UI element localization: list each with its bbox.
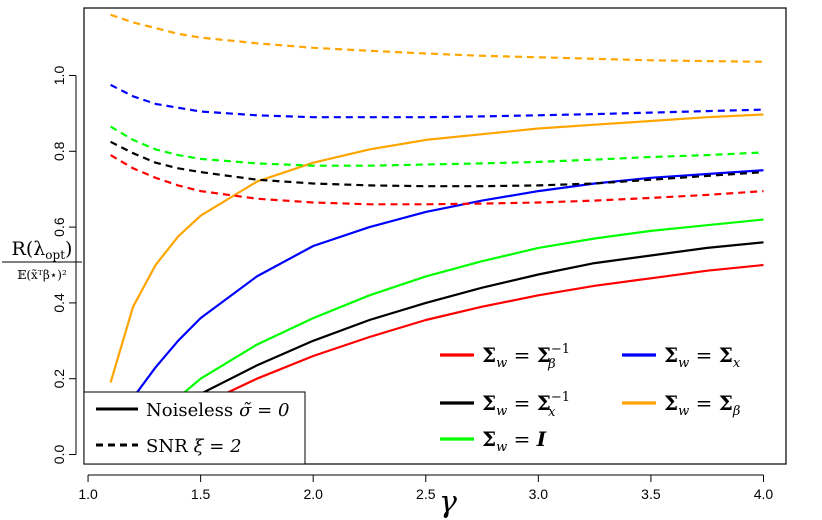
axis-layer: 1.0 1.5 2.0 2.5 3.0 3.5 4.0 0.0 0.2 0.4 0.6 0.8 1.0 (51, 66, 773, 502)
series-line-7 (110, 125, 764, 167)
y-axis-label: R(λopt) 𝔼(x̃ᵀβ⋆)² (2, 238, 82, 282)
series-line-9 (110, 13, 764, 63)
legend-style-snr-math: ξ = 2 (194, 436, 242, 457)
legend-color-label-2: Σw = Σ−1 x (482, 390, 570, 420)
legend-style-snr: SNR ξ = 2 (146, 436, 242, 457)
legend-style-box (83, 391, 306, 465)
x-tick-label-1: 1.5 (191, 486, 211, 502)
series-line-5 (110, 154, 764, 206)
x-axis-label: γ (439, 485, 457, 520)
legend-style: Noiseless σ̃ = 0 SNR ξ = 2 (83, 391, 306, 465)
x-tick-label-4: 3.0 (529, 486, 549, 502)
y-tick-label-5: 1.0 (51, 66, 67, 86)
y-tick-label-4: 0.8 (51, 141, 67, 161)
y-label-numerator: R(λopt) (12, 238, 73, 262)
x-tick-label-3: 2.5 (416, 486, 436, 502)
legend-style-snr-label: SNR (146, 436, 188, 457)
series-line-4 (109, 113, 764, 383)
legend-style-noiseless-math: σ̃ = 0 (239, 400, 289, 421)
legend-color-label-0: Σw = Σ−1 β (482, 342, 570, 372)
x-tick-label-5: 3.5 (641, 486, 661, 502)
legend-style-noiseless: Noiseless σ̃ = 0 (146, 400, 289, 421)
y-tick-label-1: 0.2 (51, 369, 67, 389)
series-line-8 (110, 83, 764, 119)
y-label-numerator-close: ) (65, 238, 72, 260)
x-tick-label-6: 4.0 (754, 486, 774, 502)
plot-frame (83, 7, 787, 465)
legend-color-label-4: Σw = I (482, 427, 547, 455)
series-line-6 (110, 140, 764, 188)
legend-style-noiseless-label: Noiseless (146, 400, 233, 421)
y-tick-label-0: 0.0 (51, 445, 67, 465)
legend-color: Σw = Σ−1 β Σw = Σx Σw = Σ−1 x Σw = Σβ Σw = I (440, 342, 741, 455)
y-tick-label-3: 0.6 (51, 217, 67, 237)
y-label-denominator: 𝔼(x̃ᵀβ⋆)² (17, 268, 67, 282)
series-line-3 (109, 169, 764, 448)
y-label-numerator-main: R(λ (12, 238, 46, 260)
y-label-numerator-sub: opt (45, 248, 65, 262)
x-tick-label-0: 1.0 (78, 486, 98, 502)
x-tick-label-2: 2.0 (303, 486, 323, 502)
y-tick-label-2: 0.4 (51, 293, 67, 313)
legend-color-label-3: Σw = Σβ (664, 391, 740, 419)
legend-color-label-1: Σw = Σx (664, 343, 741, 371)
